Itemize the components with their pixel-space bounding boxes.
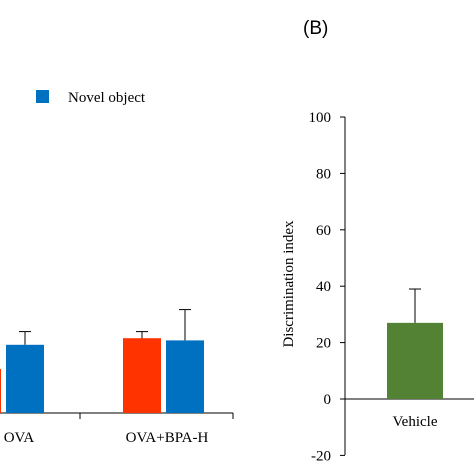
legend-swatch-novel-object bbox=[36, 90, 49, 103]
panel-b-y-ticks: -20 0 20 40 60 80 100 bbox=[309, 110, 345, 464]
panel-a: OVA OVA+BPA-H Novel object bbox=[0, 90, 234, 446]
y-tick-label: -20 bbox=[311, 448, 331, 464]
y-tick-label: 100 bbox=[309, 110, 332, 126]
y-tick-label: 80 bbox=[316, 166, 331, 182]
panel-a-category-labels: OVA OVA+BPA-H bbox=[4, 430, 209, 446]
bar-series-1-ova-bpa-h bbox=[123, 338, 161, 413]
bar-series-1-ova bbox=[0, 369, 1, 413]
legend: Novel object bbox=[36, 90, 146, 106]
panel-b-category-labels: Vehicle bbox=[393, 414, 438, 430]
y-tick-label: 20 bbox=[316, 336, 331, 352]
panel-b-category-label: Vehicle bbox=[393, 414, 438, 430]
y-tick-label: 60 bbox=[316, 223, 331, 239]
panel-a-category-label: OVA bbox=[4, 430, 35, 446]
bar-novel-object-ova bbox=[6, 344, 44, 413]
bar-novel-object-ova-bpa-h bbox=[166, 340, 204, 413]
y-tick-label: 40 bbox=[316, 279, 331, 295]
bar-vehicle bbox=[387, 322, 443, 399]
panel-b-label: (B) bbox=[303, 18, 328, 39]
y-tick-label: 0 bbox=[324, 392, 332, 408]
panel-b-y-axis-title: Discrimination index bbox=[281, 220, 297, 348]
panel-b-bars bbox=[387, 288, 443, 399]
panel-a-bars bbox=[0, 309, 204, 413]
legend-label-novel-object: Novel object bbox=[68, 90, 146, 106]
panel-b: (B) Discrimination index -20 0 20 40 60 80 100… bbox=[281, 18, 474, 464]
panel-a-category-label: OVA+BPA-H bbox=[126, 430, 209, 446]
